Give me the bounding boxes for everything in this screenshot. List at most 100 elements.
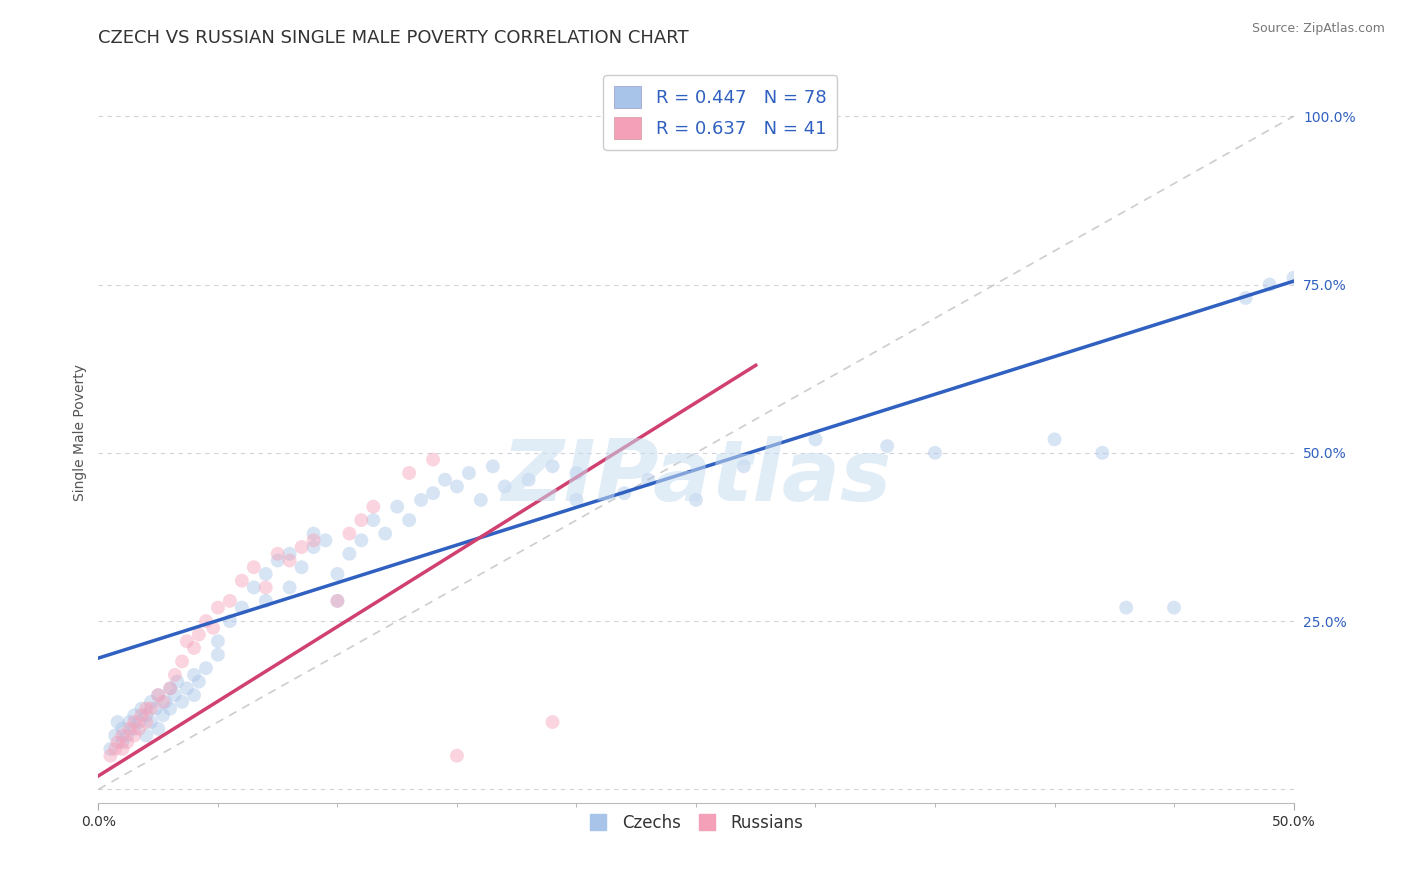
Point	[139, 695, 162, 709]
Point	[1115, 600, 1137, 615]
Point	[115, 735, 138, 749]
Point	[302, 533, 325, 548]
Point	[385, 500, 409, 514]
Point	[350, 533, 373, 548]
Point	[481, 459, 505, 474]
Point	[278, 581, 301, 595]
Point	[291, 560, 314, 574]
Point	[98, 742, 122, 756]
Point	[111, 735, 134, 749]
Point	[159, 681, 181, 696]
Point	[219, 594, 242, 608]
Point	[152, 708, 174, 723]
Point	[804, 433, 827, 447]
Point	[302, 526, 325, 541]
Point	[685, 492, 707, 507]
Point	[350, 513, 373, 527]
Point	[152, 695, 174, 709]
Point	[207, 634, 229, 648]
Point	[267, 547, 290, 561]
Point	[148, 722, 170, 736]
Point	[124, 722, 146, 736]
Point	[135, 708, 157, 723]
Point	[187, 674, 209, 689]
Point	[254, 581, 277, 595]
Point	[733, 459, 755, 474]
Point	[411, 492, 433, 507]
Point	[139, 701, 162, 715]
Point	[291, 540, 314, 554]
Point	[1258, 277, 1281, 292]
Point	[302, 540, 325, 554]
Point	[254, 566, 277, 581]
Point	[111, 742, 134, 756]
Point	[111, 729, 134, 743]
Point	[541, 714, 564, 729]
Point	[231, 574, 253, 588]
Point	[1163, 600, 1185, 615]
Point	[124, 714, 146, 729]
Point	[107, 714, 129, 729]
Point	[183, 640, 205, 655]
Point	[278, 553, 301, 567]
Point	[183, 688, 205, 702]
Point	[155, 695, 177, 709]
Point	[104, 742, 127, 756]
Point	[363, 513, 385, 527]
Point	[446, 479, 468, 493]
Point	[422, 452, 444, 467]
Point	[207, 648, 229, 662]
Point	[267, 553, 290, 567]
Point	[339, 547, 361, 561]
Point	[118, 714, 141, 729]
Point	[326, 566, 349, 581]
Point	[1282, 270, 1305, 285]
Point	[166, 674, 188, 689]
Point	[565, 466, 588, 480]
Point	[128, 714, 150, 729]
Point	[128, 722, 150, 736]
Point	[148, 688, 170, 702]
Point	[148, 688, 170, 702]
Point	[446, 748, 468, 763]
Point	[172, 695, 194, 709]
Point	[163, 668, 186, 682]
Point	[541, 459, 564, 474]
Point	[434, 473, 457, 487]
Y-axis label: Single Male Poverty: Single Male Poverty	[73, 364, 87, 501]
Point	[131, 701, 153, 715]
Point	[326, 594, 349, 608]
Point	[159, 681, 181, 696]
Point	[135, 729, 157, 743]
Point	[115, 729, 138, 743]
Point	[183, 668, 205, 682]
Point	[243, 560, 266, 574]
Point	[159, 701, 181, 715]
Point	[107, 735, 129, 749]
Point	[1234, 291, 1257, 305]
Point	[876, 439, 898, 453]
Point	[231, 600, 253, 615]
Text: ZIPatlas: ZIPatlas	[501, 435, 891, 518]
Legend: Czechs, Russians: Czechs, Russians	[582, 807, 810, 838]
Point	[278, 547, 301, 561]
Point	[139, 714, 162, 729]
Point	[1091, 446, 1114, 460]
Point	[339, 526, 361, 541]
Point	[202, 621, 225, 635]
Text: CZECH VS RUSSIAN SINGLE MALE POVERTY CORRELATION CHART: CZECH VS RUSSIAN SINGLE MALE POVERTY COR…	[98, 29, 689, 47]
Point	[315, 533, 337, 548]
Point	[243, 581, 266, 595]
Point	[195, 661, 218, 675]
Point	[613, 486, 636, 500]
Point	[219, 614, 242, 628]
Point	[131, 708, 153, 723]
Point	[104, 729, 127, 743]
Point	[195, 614, 218, 628]
Point	[924, 446, 946, 460]
Point	[494, 479, 516, 493]
Point	[470, 492, 492, 507]
Point	[176, 681, 198, 696]
Point	[565, 492, 588, 507]
Point	[374, 526, 396, 541]
